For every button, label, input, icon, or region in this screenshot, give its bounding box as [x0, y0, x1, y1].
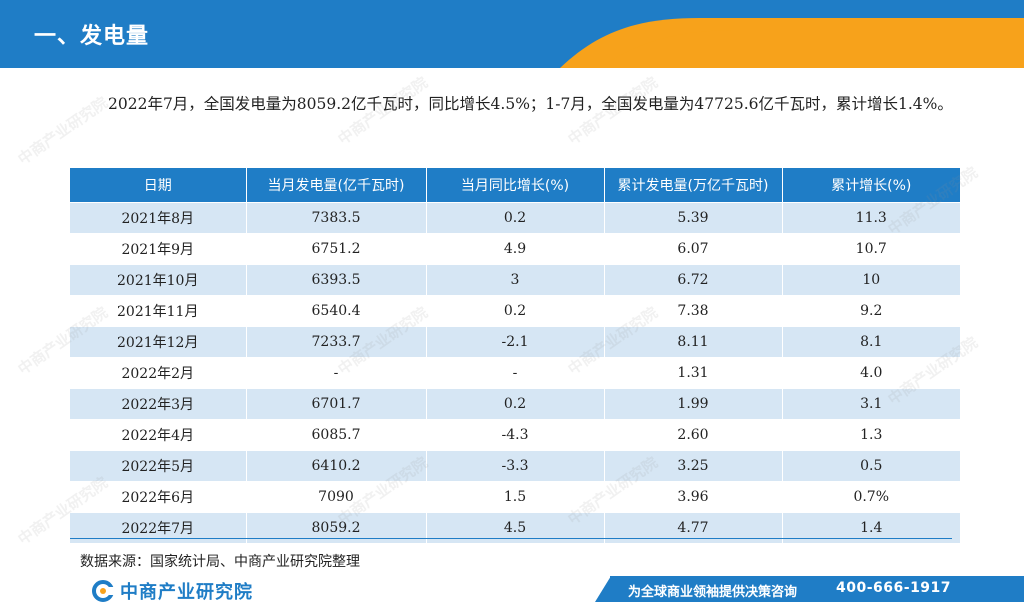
- footer-bar: [610, 576, 1024, 602]
- cell-cumulative-output: 1.99: [604, 387, 783, 419]
- cell-date: 2021年9月: [70, 232, 247, 264]
- cell-date: 2021年8月: [70, 201, 247, 233]
- table-row: 2021年11月 6540.4 0.2 7.38 9.2: [70, 294, 960, 326]
- table-row: 2022年5月 6410.2 -3.3 3.25 0.5: [70, 449, 960, 481]
- cell-cumulative-output: 5.39: [604, 201, 783, 233]
- logo-text: 中商产业研究院: [120, 582, 253, 603]
- cell-monthly-growth: 4.9: [426, 232, 605, 264]
- cell-date: 2022年6月: [70, 480, 247, 512]
- cell-date: 2022年4月: [70, 418, 247, 450]
- cell-monthly-growth: -3.3: [426, 449, 605, 481]
- cell-monthly-output: -: [246, 356, 427, 388]
- table-row: 2022年7月 8059.2 4.5 4.77 1.4: [70, 511, 960, 543]
- cell-cumulative-growth: 10.7: [782, 232, 960, 264]
- column-header-cumulative-growth: 累计增长(%): [782, 168, 960, 202]
- cell-cumulative-growth: 11.3: [782, 201, 960, 233]
- cell-cumulative-growth: 10: [782, 263, 960, 295]
- footer-bar-slant: [595, 576, 611, 602]
- cell-cumulative-output: 3.25: [604, 449, 783, 481]
- table-row: 2022年6月 7090 1.5 3.96 0.7%: [70, 480, 960, 512]
- data-source-note: 数据来源：国家统计局、中商产业研究院整理: [80, 554, 360, 570]
- cell-monthly-output: 7090: [246, 480, 427, 512]
- cell-monthly-growth: 0.2: [426, 201, 605, 233]
- cell-date: 2022年2月: [70, 356, 247, 388]
- cell-monthly-growth: 3: [426, 263, 605, 295]
- cell-monthly-growth: 0.2: [426, 387, 605, 419]
- cell-cumulative-output: 2.60: [604, 418, 783, 450]
- cell-monthly-output: 7233.7: [246, 325, 427, 357]
- cell-date: 2022年7月: [70, 511, 247, 543]
- cell-cumulative-output: 4.77: [604, 511, 783, 543]
- column-header-cumulative-output: 累计发电量(万亿千瓦时): [604, 168, 783, 202]
- cell-cumulative-output: 8.11: [604, 325, 783, 357]
- cell-monthly-growth: -: [426, 356, 605, 388]
- cell-cumulative-growth: 1.4: [782, 511, 960, 543]
- column-header-monthly-output: 当月发电量(亿千瓦时): [246, 168, 427, 202]
- cell-date: 2021年10月: [70, 263, 247, 295]
- footer-slogan: 为全球商业领袖提供决策咨询: [628, 585, 798, 600]
- logo-icon: [92, 580, 114, 602]
- cell-cumulative-output: 6.72: [604, 263, 783, 295]
- cell-cumulative-output: 6.07: [604, 232, 783, 264]
- column-header-date: 日期: [70, 168, 247, 202]
- cell-date: 2022年5月: [70, 449, 247, 481]
- cell-monthly-output: 6540.4: [246, 294, 427, 326]
- cell-cumulative-growth: 4.0: [782, 356, 960, 388]
- divider-line: [70, 538, 952, 539]
- table-row: 2022年4月 6085.7 -4.3 2.60 1.3: [70, 418, 960, 450]
- cell-monthly-output: 6751.2: [246, 232, 427, 264]
- cell-monthly-output: 6085.7: [246, 418, 427, 450]
- cell-monthly-output: 6393.5: [246, 263, 427, 295]
- cell-monthly-growth: -2.1: [426, 325, 605, 357]
- footer: 中商产业研究院 为全球商业领袖提供决策咨询 400-666-1917: [0, 574, 1024, 608]
- cell-monthly-growth: 4.5: [426, 511, 605, 543]
- table-row: 2021年12月 7233.7 -2.1 8.11 8.1: [70, 325, 960, 357]
- table-header-row: 日期 当月发电量(亿千瓦时) 当月同比增长(%) 累计发电量(万亿千瓦时) 累计…: [70, 168, 960, 202]
- cell-monthly-growth: -4.3: [426, 418, 605, 450]
- cell-date: 2021年12月: [70, 325, 247, 357]
- table-row: 2022年2月 - - 1.31 4.0: [70, 356, 960, 388]
- page-title: 一、发电量: [34, 24, 150, 49]
- header-banner: 一、发电量: [0, 0, 1024, 68]
- cell-monthly-output: 6701.7: [246, 387, 427, 419]
- table-row: 2021年8月 7383.5 0.2 5.39 11.3: [70, 201, 960, 233]
- cell-date: 2022年3月: [70, 387, 247, 419]
- company-logo: 中商产业研究院: [92, 578, 253, 604]
- cell-cumulative-growth: 0.7%: [782, 480, 960, 512]
- cell-cumulative-growth: 0.5: [782, 449, 960, 481]
- cell-cumulative-output: 3.96: [604, 480, 783, 512]
- cell-monthly-output: 6410.2: [246, 449, 427, 481]
- cell-monthly-output: 8059.2: [246, 511, 427, 543]
- cell-cumulative-growth: 8.1: [782, 325, 960, 357]
- cell-cumulative-output: 1.31: [604, 356, 783, 388]
- cell-monthly-growth: 0.2: [426, 294, 605, 326]
- table-row: 2021年9月 6751.2 4.9 6.07 10.7: [70, 232, 960, 264]
- cell-monthly-growth: 1.5: [426, 480, 605, 512]
- intro-paragraph: 2022年7月，全国发电量为8059.2亿千瓦时，同比增长4.5%；1-7月，全…: [108, 95, 953, 113]
- cell-cumulative-output: 7.38: [604, 294, 783, 326]
- header-background: [0, 0, 1024, 68]
- cell-monthly-output: 7383.5: [246, 201, 427, 233]
- cell-cumulative-growth: 3.1: [782, 387, 960, 419]
- cell-cumulative-growth: 9.2: [782, 294, 960, 326]
- cell-date: 2021年11月: [70, 294, 247, 326]
- table-row: 2021年10月 6393.5 3 6.72 10: [70, 263, 960, 295]
- cell-cumulative-growth: 1.3: [782, 418, 960, 450]
- table-row: 2022年3月 6701.7 0.2 1.99 3.1: [70, 387, 960, 419]
- column-header-monthly-growth: 当月同比增长(%): [426, 168, 605, 202]
- power-generation-table: 日期 当月发电量(亿千瓦时) 当月同比增长(%) 累计发电量(万亿千瓦时) 累计…: [70, 168, 960, 543]
- footer-phone: 400-666-1917: [836, 580, 952, 596]
